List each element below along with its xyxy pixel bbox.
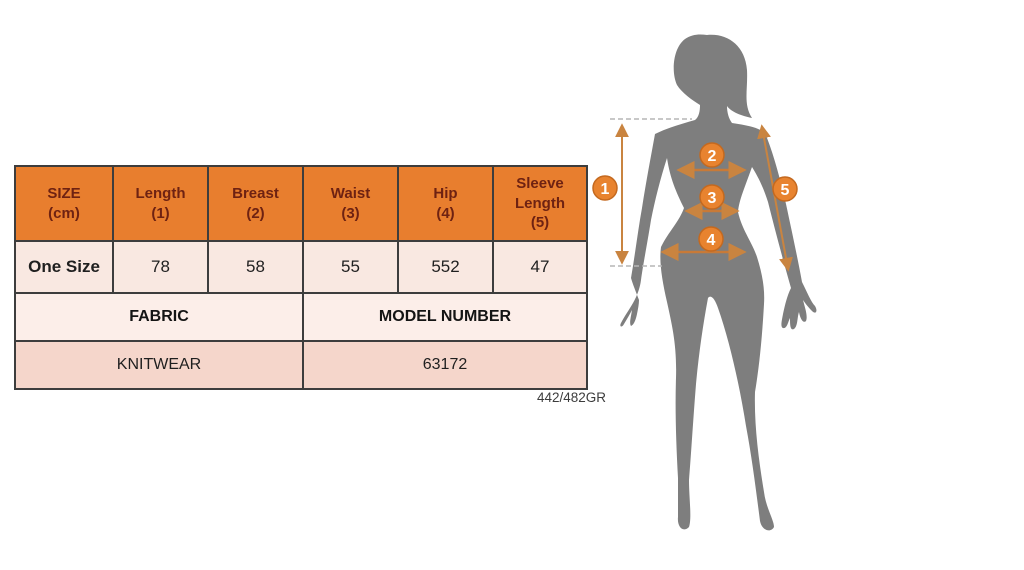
cell-length-value: 78 <box>112 240 209 294</box>
marker-2-number: 2 <box>708 148 717 165</box>
marker-5-circle-icon <box>772 176 798 202</box>
marker-5-number: 5 <box>781 182 790 199</box>
header-title: Hip <box>433 185 458 202</box>
cell-model-label: MODEL NUMBER <box>302 292 588 342</box>
header-title: SIZE <box>47 185 81 202</box>
header-sub: (5) <box>530 214 550 232</box>
marker-4-circle-icon <box>698 226 724 252</box>
header-cell-breast: Breast (2) <box>207 165 304 242</box>
silhouette-body-shape <box>620 34 817 531</box>
cell-hip-value: 552 <box>397 240 494 294</box>
sku-note: 442/482GR <box>536 390 606 405</box>
header-cell-length: Length (1) <box>112 165 209 242</box>
female-silhouette <box>620 34 817 531</box>
size-table: SIZE (cm) Length (1) Breast (2) Waist (3… <box>14 165 588 390</box>
cell-fabric-value: KNITWEAR <box>14 340 304 390</box>
marker-3-circle-icon <box>699 184 725 210</box>
table-row-labels: FABRIC MODEL NUMBER <box>14 292 588 342</box>
header-cell-waist: Waist (3) <box>302 165 399 242</box>
marker-2-badge: 2 <box>699 142 725 168</box>
measurement-diagram: 1 2 3 4 5 <box>592 34 817 531</box>
header-title: Breast <box>232 185 279 202</box>
header-sub: (4) <box>436 204 455 222</box>
marker-1-number: 1 <box>601 181 610 198</box>
cell-fabric-label: FABRIC <box>14 292 304 342</box>
marker-1-badge: 1 <box>592 175 618 201</box>
marker-4-number: 4 <box>707 232 716 249</box>
sleeve-measure-arrow <box>757 124 793 272</box>
table-row-values: KNITWEAR 63172 <box>14 340 588 390</box>
table-row-one-size: One Size 78 58 55 552 47 <box>14 240 588 294</box>
cell-size-name: One Size <box>14 240 114 294</box>
marker-1-circle-icon <box>592 175 618 201</box>
header-sub: (1) <box>151 204 170 222</box>
header-title: Length <box>135 185 186 202</box>
cell-breast-value: 58 <box>207 240 304 294</box>
header-cell-sleeve-length: Sleeve Length (5) <box>492 165 588 242</box>
header-cell-size: SIZE (cm) <box>14 165 114 242</box>
cell-waist-value: 55 <box>302 240 399 294</box>
marker-2-circle-icon <box>699 142 725 168</box>
header-sub: (2) <box>246 204 265 222</box>
header-title: Sleeve Length <box>515 175 565 212</box>
header-sub: (3) <box>341 204 360 222</box>
header-sub: (cm) <box>48 204 80 222</box>
marker-3-badge: 3 <box>699 184 725 210</box>
cell-sleeve-value: 47 <box>492 240 588 294</box>
size-table-header-row: SIZE (cm) Length (1) Breast (2) Waist (3… <box>14 165 588 242</box>
marker-4-badge: 4 <box>698 226 724 252</box>
marker-5-badge: 5 <box>772 176 798 202</box>
header-title: Waist <box>330 185 371 202</box>
cell-model-value: 63172 <box>302 340 588 390</box>
header-cell-hip: Hip (4) <box>397 165 494 242</box>
marker-3-number: 3 <box>708 190 717 207</box>
